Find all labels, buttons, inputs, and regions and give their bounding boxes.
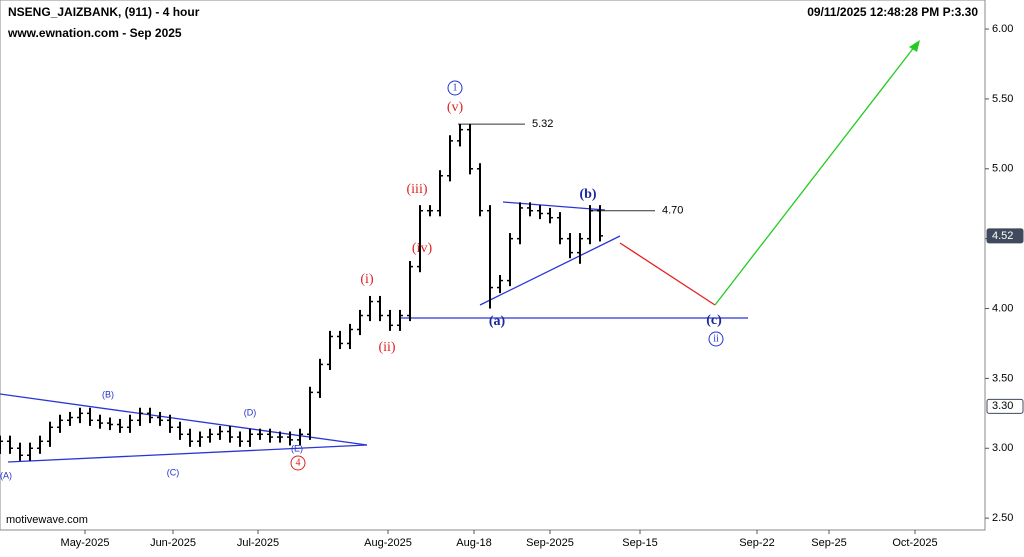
wave-label: (D): [244, 407, 257, 417]
x-tick-label: May-2025: [61, 537, 110, 549]
level-label: 4.70: [662, 205, 683, 217]
level-label: 5.32: [532, 118, 553, 130]
x-tick-label: Oct-2025: [892, 537, 937, 549]
x-tick-label: Aug-18: [456, 537, 491, 549]
wave-label: (v): [447, 100, 464, 115]
wave-label: (A): [0, 470, 12, 480]
circle: [708, 331, 724, 347]
wave-label: 4: [296, 457, 301, 468]
x-tick-label: Jun-2025: [150, 537, 196, 549]
price-marker-label: 4.52: [992, 230, 1013, 242]
wave-label: (b): [579, 187, 596, 202]
wave-label: (i): [360, 272, 374, 287]
wave-label: (c): [706, 313, 722, 328]
y-tick-label: 4.00: [992, 302, 1013, 314]
y-tick-label: 3.00: [992, 442, 1013, 454]
y-tick-label: 5.00: [992, 163, 1013, 175]
x-tick-label: Jul-2025: [237, 537, 279, 549]
subtitle: www.ewnation.com - Sep 2025: [7, 26, 182, 40]
wave-label: (iv): [412, 241, 433, 256]
x-tick-label: Sep-15: [622, 537, 657, 549]
wave-label: (E): [291, 443, 303, 453]
wave-label: ii: [713, 333, 719, 344]
wave-label: 1: [453, 82, 458, 93]
x-tick-label: Aug-2025: [364, 537, 412, 549]
arrowhead: [909, 40, 920, 52]
price-marker: [986, 398, 1024, 414]
x-tick-label: Sep-25: [811, 537, 846, 549]
projection-down: [619, 242, 716, 306]
x-tick-label: Sep-22: [739, 537, 774, 549]
projection-up: [714, 45, 916, 306]
price-marker-label: 3.30: [992, 400, 1013, 412]
plot-frame: [0, 0, 986, 531]
wave-label: (a): [489, 314, 506, 329]
y-tick-label: 3.50: [992, 372, 1013, 384]
wave-label: (B): [102, 389, 114, 399]
circle: [447, 80, 463, 96]
y-tick-label: 2.50: [992, 512, 1013, 524]
chart-title: NSENG_JAIZBANK, (911) - 4 hour: [8, 5, 200, 19]
y-tick-label: 5.50: [992, 93, 1013, 105]
watermark: motivewave.com: [6, 514, 88, 526]
wave-label: (iii): [407, 182, 428, 197]
circle: [290, 455, 306, 471]
x-tick-label: Sep-2025: [526, 537, 574, 549]
timestamp: 09/11/2025 12:48:28 PM P:3.30: [807, 5, 978, 19]
price-marker: [986, 228, 1024, 244]
wave-label: (C): [167, 467, 180, 477]
wave-label: (ii): [378, 340, 395, 355]
y-tick-label: 6.00: [992, 23, 1013, 35]
